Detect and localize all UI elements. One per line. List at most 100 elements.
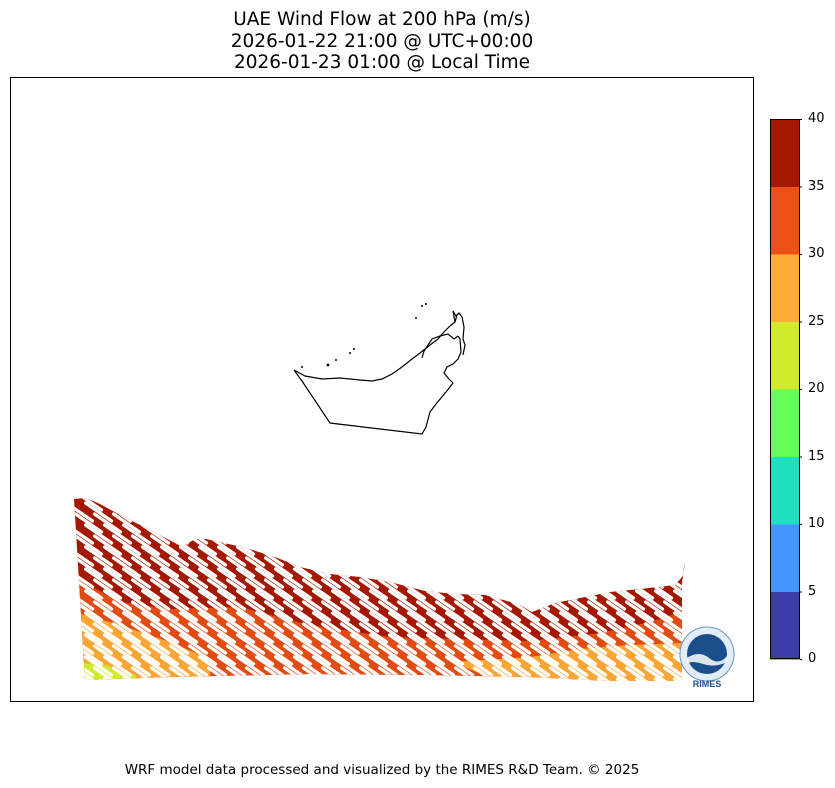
wind-vector bbox=[74, 556, 104, 578]
wind-vector bbox=[159, 633, 190, 655]
wind-vector bbox=[577, 655, 608, 677]
colorbar-tick-label: 10 bbox=[808, 516, 825, 531]
colorbar-tick-label: 5 bbox=[808, 583, 817, 599]
wind-vector bbox=[178, 655, 209, 677]
wind-vector bbox=[187, 578, 218, 600]
wind-vector bbox=[586, 666, 617, 681]
wind-vector bbox=[187, 556, 218, 578]
colorbar-tick-label: 0 bbox=[808, 651, 817, 666]
wind-vector bbox=[74, 578, 104, 600]
wind-vector bbox=[159, 567, 190, 589]
wind-vector bbox=[225, 644, 256, 666]
wind-vector bbox=[662, 622, 685, 644]
wind-vector bbox=[254, 655, 285, 677]
wind-vector bbox=[396, 622, 427, 644]
wind-vector bbox=[548, 600, 579, 622]
wind-vector bbox=[311, 633, 342, 655]
wind-vector bbox=[121, 655, 152, 677]
wind-vector bbox=[672, 589, 685, 611]
wind-vector bbox=[130, 578, 161, 600]
wind-vector bbox=[121, 633, 152, 655]
wind-vector bbox=[263, 556, 294, 578]
wind-vector bbox=[529, 622, 560, 644]
wind-vector bbox=[539, 655, 570, 677]
colorbar-tick-label: 30 bbox=[808, 246, 825, 261]
rimes-logo: RIMES bbox=[679, 626, 735, 689]
wind-vector bbox=[529, 666, 560, 681]
wind-vector bbox=[672, 655, 685, 677]
wind-vector bbox=[311, 589, 342, 611]
wind-vector bbox=[83, 633, 114, 655]
colorbar-tick-label: 20 bbox=[808, 381, 825, 396]
wind-vector bbox=[567, 666, 598, 681]
wind-vector bbox=[567, 600, 598, 622]
island bbox=[301, 366, 303, 368]
wind-vector bbox=[235, 633, 266, 655]
wind-vector bbox=[197, 655, 228, 677]
wind-vector bbox=[83, 611, 114, 633]
wind-vector bbox=[130, 556, 161, 578]
wind-vector bbox=[216, 545, 247, 567]
wind-vector bbox=[216, 655, 247, 677]
gulf-coast bbox=[293, 312, 466, 382]
wind-vector bbox=[558, 633, 589, 655]
wind-vector bbox=[235, 545, 266, 567]
uae-boundary bbox=[293, 310, 466, 435]
wind-vector bbox=[206, 600, 237, 622]
wind-vector bbox=[662, 666, 685, 681]
wind-vector bbox=[282, 578, 313, 600]
wind-vector bbox=[605, 644, 636, 666]
wind-vector bbox=[273, 567, 304, 589]
wind-vector bbox=[149, 622, 180, 644]
wind-vector bbox=[320, 644, 351, 666]
wind-vector bbox=[444, 655, 475, 677]
wind-vector bbox=[596, 655, 627, 677]
wind-vector bbox=[444, 633, 475, 655]
wind-vector bbox=[425, 589, 456, 611]
wind-vector bbox=[121, 545, 152, 567]
wind-vector bbox=[643, 644, 674, 666]
wind-vector bbox=[168, 556, 199, 578]
wind-vector bbox=[387, 633, 418, 655]
wind-vector bbox=[74, 545, 95, 567]
wind-vector bbox=[368, 633, 399, 655]
wind-vector bbox=[311, 611, 342, 633]
wind-vector bbox=[510, 622, 541, 644]
wind-vector bbox=[178, 545, 209, 567]
wind-vector bbox=[159, 655, 190, 677]
wind-vector bbox=[140, 655, 171, 677]
wind-vector bbox=[216, 633, 247, 655]
wind-vector bbox=[377, 622, 408, 644]
wind-vector bbox=[83, 545, 114, 567]
wind-vector bbox=[273, 589, 304, 611]
wind-vector bbox=[501, 611, 532, 633]
wind-vector bbox=[74, 523, 95, 545]
wind-vector bbox=[472, 600, 503, 622]
wind-vector bbox=[444, 589, 475, 611]
wind-vector bbox=[254, 567, 285, 589]
wind-vector bbox=[74, 501, 95, 523]
wind-vector bbox=[235, 589, 266, 611]
wind-vector bbox=[387, 589, 418, 611]
wind-vector bbox=[434, 622, 465, 644]
wind-vector bbox=[92, 600, 123, 622]
wind-vector bbox=[339, 622, 370, 644]
wind-vector bbox=[672, 611, 685, 633]
wind-vector bbox=[225, 556, 256, 578]
wind-vector bbox=[320, 622, 351, 644]
wind-vector bbox=[273, 611, 304, 633]
wind-vector bbox=[444, 611, 475, 633]
wind-vector bbox=[149, 666, 180, 681]
footer-credit: WRF model data processed and visualized … bbox=[124, 762, 640, 778]
wind-vector bbox=[662, 600, 685, 622]
wind-vector bbox=[634, 655, 665, 677]
wind-vector bbox=[501, 633, 532, 655]
wind-vector bbox=[111, 578, 142, 600]
wind-vector bbox=[149, 556, 180, 578]
wind-vector bbox=[244, 622, 275, 644]
logo-globe bbox=[687, 634, 727, 674]
wind-vector bbox=[634, 633, 665, 655]
wind-vector bbox=[415, 622, 446, 644]
wind-vector bbox=[510, 600, 541, 622]
wind-vector bbox=[605, 600, 636, 622]
